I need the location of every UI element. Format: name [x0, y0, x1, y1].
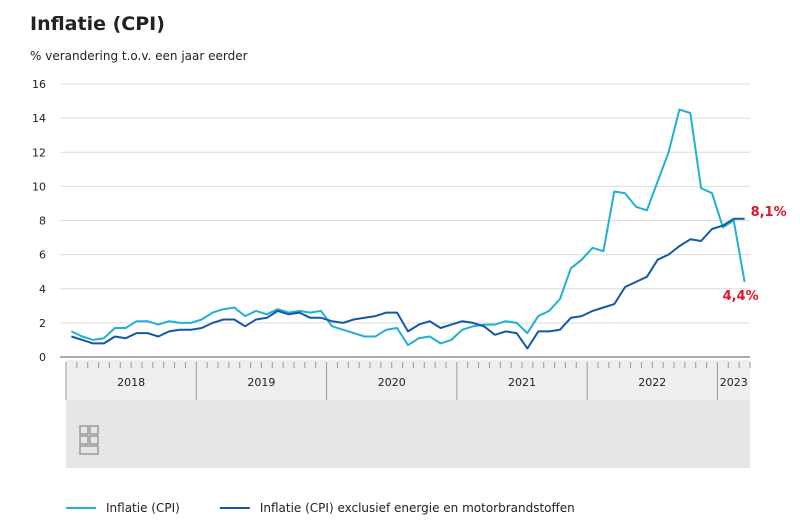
series-line	[70, 108, 746, 347]
x-group-label: 2023	[720, 376, 748, 389]
y-tick-label: 8	[39, 215, 46, 228]
y-tick-label: 16	[32, 78, 46, 91]
chart-title: Inflatie (CPI)	[30, 13, 165, 35]
y-tick-label: 0	[39, 351, 46, 364]
legend-label: Inflatie (CPI) exclusief energie en moto…	[260, 501, 575, 515]
logo	[79, 425, 99, 455]
chart-subtitle: % verandering t.o.v. een jaar eerder	[30, 49, 248, 63]
x-group-label: 2019	[247, 376, 275, 389]
x-group-label: 2021	[508, 376, 536, 389]
axis-band	[66, 360, 750, 400]
y-tick-label: 14	[32, 112, 46, 125]
y-tick-label: 4	[39, 283, 46, 296]
value-label: 4,4%	[723, 289, 759, 304]
x-group-label: 2020	[378, 376, 406, 389]
series-line	[71, 217, 745, 350]
x-group-label: 2018	[117, 376, 145, 389]
x-group-label: 2022	[638, 376, 666, 389]
y-tick-label: 12	[32, 146, 46, 159]
y-tick-label: 6	[39, 249, 46, 262]
y-tick-label: 10	[32, 180, 46, 193]
value-label: 8,1%	[751, 205, 787, 220]
y-tick-label: 2	[39, 317, 46, 330]
legend-label: Inflatie (CPI)	[106, 501, 180, 515]
